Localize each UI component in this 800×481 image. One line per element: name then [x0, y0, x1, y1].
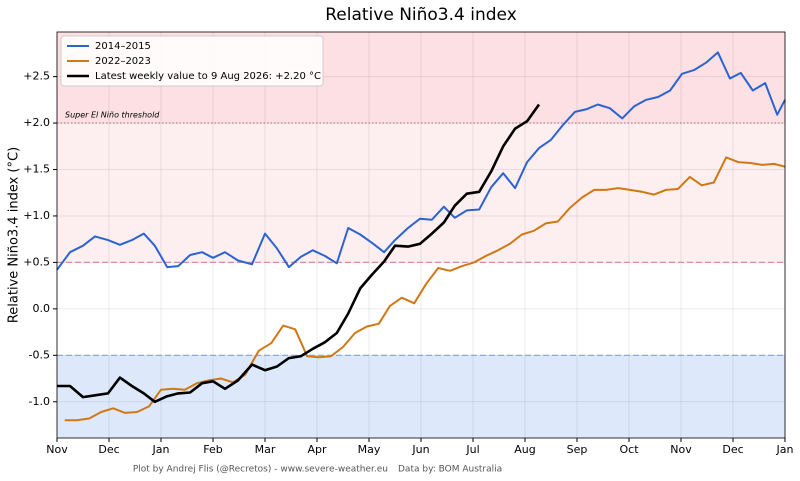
x-tick-label: Mar — [255, 443, 276, 456]
plot-frame — [56, 31, 786, 439]
threshold-label: Super El Niño threshold — [65, 111, 160, 120]
x-tick-label: Nov — [46, 443, 68, 456]
series-line — [64, 156, 786, 422]
cool-region — [57, 355, 785, 438]
y-axis-label: Relative Niño3.4 index (°C) — [7, 147, 22, 323]
footer-credit: Plot by Andrej Flis (@Recretos) - www.se… — [133, 465, 388, 475]
y-tick-label: +2.0 — [23, 116, 50, 129]
x-tick-label: Dec — [722, 443, 743, 456]
legend-label: 2014–2015 — [95, 41, 151, 52]
x-tick-label: Oct — [619, 443, 639, 456]
chart-title: Relative Niño3.4 index — [325, 5, 517, 25]
y-tick-label: +1.0 — [23, 209, 50, 222]
x-tick-label: Apr — [307, 443, 327, 456]
x-tick-label: Dec — [98, 443, 119, 456]
legend-label: Latest weekly value to 9 Aug 2026: +2.20… — [95, 71, 321, 82]
y-tick-label: 0.0 — [33, 302, 51, 315]
legend-label: 2022–2023 — [95, 56, 151, 67]
series-line — [57, 103, 541, 404]
series-line — [56, 51, 786, 271]
y-tick-label: +2.5 — [23, 70, 50, 83]
y-tick-label: +1.5 — [23, 163, 50, 176]
y-tick-label: -0.5 — [29, 348, 50, 361]
x-tick-label: Jul — [465, 443, 479, 456]
y-tick-label: -1.0 — [29, 395, 50, 408]
x-tick-label: Jan — [776, 443, 794, 456]
x-tick-label: Jan — [152, 443, 170, 456]
x-tick-label: Jun — [411, 443, 429, 456]
x-tick-label: Aug — [514, 443, 535, 456]
x-tick-label: Feb — [203, 443, 222, 456]
x-tick-label: May — [358, 443, 381, 456]
legend-box — [60, 35, 324, 87]
x-tick-label: Sep — [567, 443, 588, 456]
footer-source: Data by: BOM Australia — [398, 465, 502, 475]
y-tick-label: +0.5 — [23, 255, 50, 268]
x-tick-label: Nov — [670, 443, 692, 456]
